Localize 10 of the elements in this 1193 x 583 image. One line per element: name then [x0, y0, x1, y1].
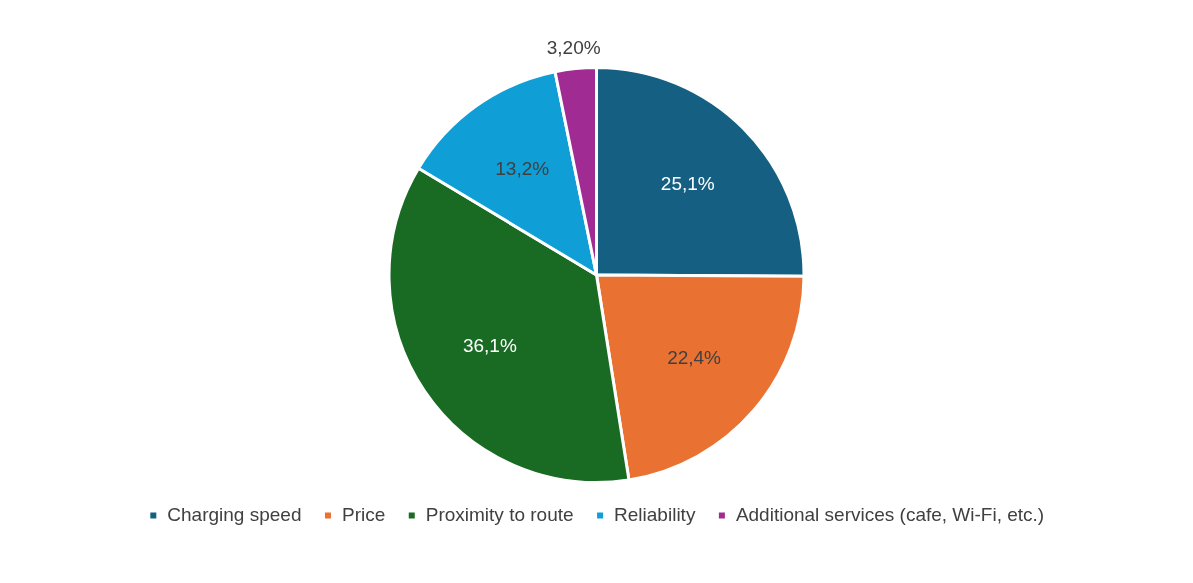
legend-label: Additional services (cafe, Wi-Fi, etc.) [735, 503, 1045, 525]
legend-label: Charging speed [167, 503, 302, 525]
legend-label: Price [341, 503, 386, 525]
data-label: 3,20% [546, 36, 601, 58]
legend-label: Proximity to route [425, 503, 574, 525]
data-label: 22,4% [667, 347, 722, 369]
legend-label: Reliability [614, 503, 696, 525]
data-label: 25,1% [660, 172, 715, 194]
data-label: 36,1% [462, 335, 517, 357]
data-label: 13,2% [495, 158, 550, 180]
